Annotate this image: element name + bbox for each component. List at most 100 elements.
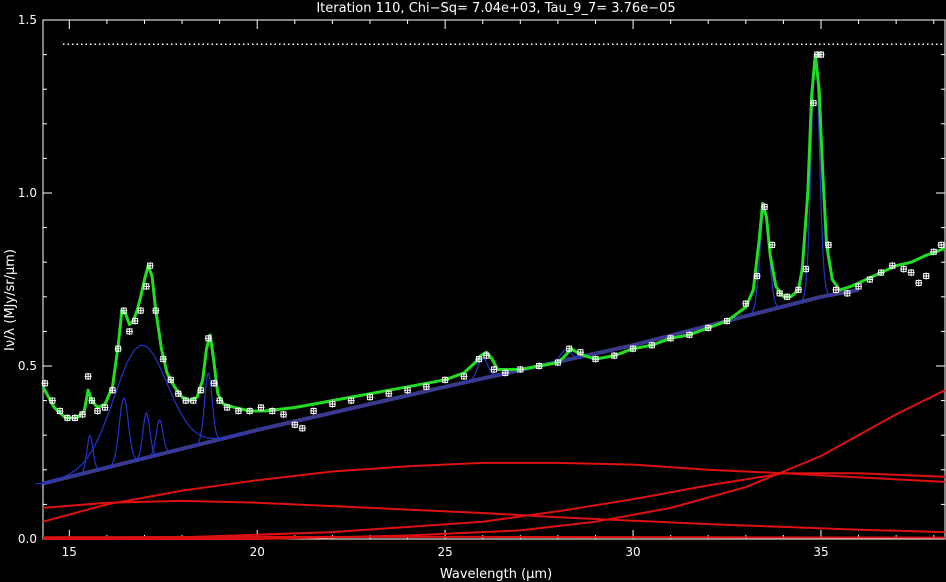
dust-component-line <box>42 535 946 539</box>
data-point <box>907 269 915 277</box>
data-point <box>422 383 430 391</box>
data-point <box>197 386 205 394</box>
data-point <box>78 410 86 418</box>
data-point <box>131 317 139 325</box>
data-point <box>63 414 71 422</box>
data-point <box>167 376 175 384</box>
feature-profile-line <box>145 419 174 459</box>
dust-component-line <box>42 499 946 534</box>
data-point <box>101 404 109 412</box>
data-point <box>366 393 374 401</box>
data-point <box>742 300 750 308</box>
data-point <box>120 307 128 315</box>
data-point <box>516 365 524 373</box>
data-point <box>888 262 896 270</box>
data-point <box>93 407 101 415</box>
data-point <box>937 241 945 249</box>
data-point <box>48 397 56 405</box>
data-point <box>629 345 637 353</box>
data-point <box>404 386 412 394</box>
data-point <box>704 324 712 332</box>
data-point <box>71 414 79 422</box>
data-point <box>210 379 218 387</box>
data-point <box>204 334 212 342</box>
y-tick-label: 0.0 <box>18 532 37 546</box>
data-point <box>216 397 224 405</box>
x-tick-label: 25 <box>438 545 453 559</box>
data-point <box>490 365 498 373</box>
data-point <box>610 352 618 360</box>
dust-component-line <box>43 389 946 540</box>
feature-profile-line <box>35 344 247 485</box>
data-point <box>347 397 355 405</box>
data-point <box>802 265 810 273</box>
data-point <box>114 345 122 353</box>
feature-profile-line <box>105 397 142 469</box>
data-point <box>877 269 885 277</box>
x-tick-label: 20 <box>250 545 265 559</box>
data-point <box>246 407 254 415</box>
y-tick-label: 0.5 <box>18 359 37 373</box>
axes-frame <box>42 19 946 540</box>
data-point <box>84 372 92 380</box>
data-point <box>482 352 490 360</box>
data-point <box>159 355 167 363</box>
feature-profile-line <box>77 434 103 476</box>
data-point <box>922 272 930 280</box>
total-fit-line <box>41 53 946 420</box>
y-tick-label: 1.5 <box>18 13 37 27</box>
data-point <box>137 307 145 315</box>
data-point <box>298 424 306 432</box>
data-point <box>915 279 923 287</box>
data-point <box>310 407 318 415</box>
data-point <box>291 421 299 429</box>
data-point <box>223 404 231 412</box>
data-point <box>475 355 483 363</box>
data-point <box>554 359 562 367</box>
continuum-line <box>42 287 859 486</box>
data-point <box>460 372 468 380</box>
data-point <box>723 317 731 325</box>
data-point <box>535 362 543 370</box>
chart-title: Iteration 110, Chi−Sq= 7.04e+03, Tau_9_7… <box>316 1 675 16</box>
data-point <box>41 379 49 387</box>
data-point <box>817 51 825 59</box>
data-point <box>576 348 584 356</box>
data-point <box>783 293 791 301</box>
data-point <box>761 203 769 211</box>
data-point <box>234 407 242 415</box>
data-point <box>56 407 64 415</box>
data-point <box>776 289 784 297</box>
x-tick-label: 35 <box>813 545 828 559</box>
plot-area: 15 20 25 30 35 0.0 0.5 1.0 1.5 <box>18 13 946 559</box>
data-point <box>753 272 761 280</box>
data-point <box>257 404 265 412</box>
data-point <box>591 355 599 363</box>
data-point <box>501 369 509 377</box>
data-point <box>866 276 874 283</box>
data-point <box>109 386 117 394</box>
y-axis-label: Iν/λ (MJy/sr/μm) <box>3 249 18 351</box>
data-point <box>768 241 776 249</box>
x-tick-label: 15 <box>62 545 77 559</box>
data-point <box>832 286 840 294</box>
data-point <box>88 397 96 405</box>
y-tick-label: 1.0 <box>18 186 37 200</box>
feature-profile-line <box>132 412 161 462</box>
data-point <box>794 286 802 294</box>
data-point <box>648 341 656 349</box>
data-point <box>855 282 863 290</box>
data-point <box>385 390 393 398</box>
data-point <box>189 397 197 405</box>
data-point <box>930 248 938 256</box>
data-point <box>182 397 190 405</box>
data-point <box>280 410 288 418</box>
data-point <box>146 262 154 270</box>
data-point <box>268 407 276 415</box>
feature-profile-line <box>463 357 503 384</box>
x-tick-label: 30 <box>625 545 640 559</box>
data-point <box>174 390 182 398</box>
data-point <box>125 327 133 335</box>
